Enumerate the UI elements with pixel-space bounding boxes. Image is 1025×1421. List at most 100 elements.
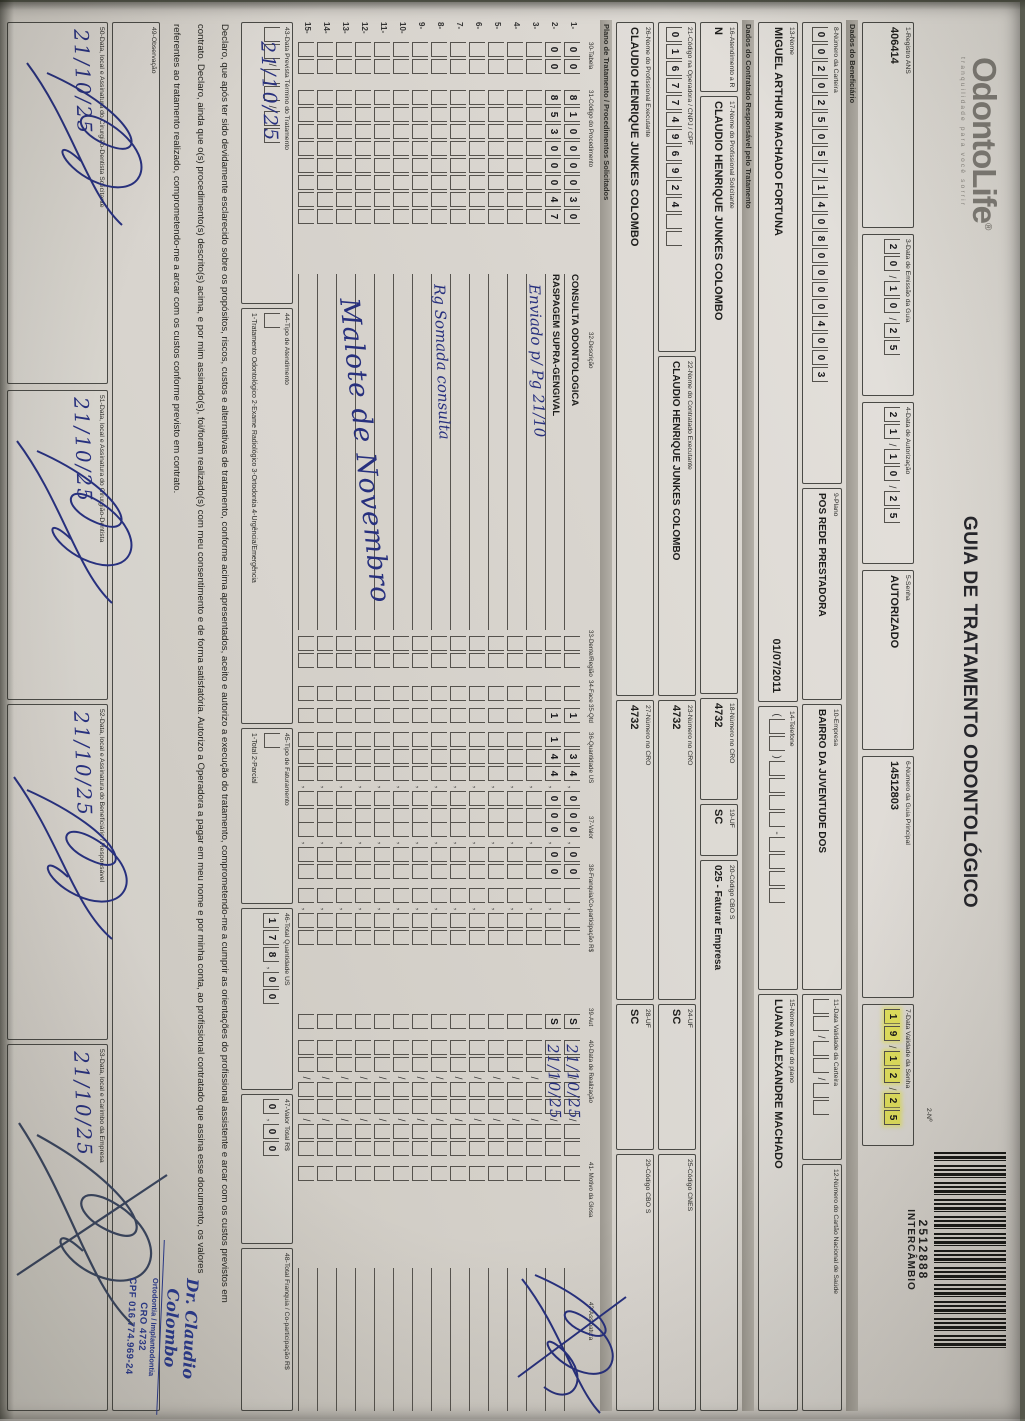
- cell-valor: ,: [336, 822, 352, 881]
- cell-us: ,: [336, 732, 352, 825]
- field-cro-solicitante: 18-Número no CRO 4732: [700, 698, 738, 800]
- field-plano: 9-Plano POS REDE PRESTADORA: [802, 488, 842, 700]
- table-row-7: 7-,,, / /: [447, 2, 466, 1421]
- field-contratado-executante: 22-Nome do Contratado Executante CLAUDIO…: [658, 356, 696, 696]
- senha-value: AUTORIZADO: [888, 575, 900, 649]
- logo-text: OdontoLife: [966, 57, 1003, 223]
- cell-glosa: [488, 1166, 504, 1183]
- cell-qtd: [431, 708, 447, 725]
- cell-aut: [336, 1014, 352, 1031]
- cell-dente: [412, 636, 428, 670]
- cell-data: / /: [374, 1040, 390, 1158]
- field-cartao-nacional-saude: 12-Número do Cartão Nacional de Saúde: [802, 1164, 842, 1411]
- cell-dente: [488, 636, 504, 670]
- signature-scribble-52: [13, 776, 128, 940]
- numero-guia-principal-value: 14512803: [888, 761, 900, 810]
- cell-qtd: [412, 708, 428, 725]
- cell-face: [469, 686, 485, 703]
- section-beneficiario: Dados do Beneficiário: [846, 20, 858, 1411]
- telefone-value: () -: [769, 711, 785, 905]
- cell-glosa: [431, 1166, 447, 1183]
- section-plano-tratamento: Plano de Tratamento / Procedimentos Soli…: [600, 20, 612, 1411]
- cell-glosa: [374, 1166, 390, 1183]
- field-codigo-cnes: 25-Código CNES: [658, 1154, 696, 1411]
- cell-face: [526, 686, 542, 703]
- field-tipo-faturamento: 45-Tipo de Faturamento 1-Total 2-Parcial: [241, 728, 293, 904]
- cell-glosa: [545, 1166, 561, 1183]
- table-row-14: 14-,,, / /: [314, 2, 333, 1421]
- row-number: 13-: [341, 22, 350, 34]
- cell-us: ,: [450, 732, 466, 825]
- field-nome-beneficiario: 13-Nome MIGUEL ARTHUR MACHADO FORTUNA 01…: [758, 22, 798, 702]
- declaration-line-1: Declaro, que após ter sido devidamente e…: [219, 24, 230, 1303]
- table-row-11: 11-,,, / /: [371, 2, 390, 1421]
- cell-dente: [431, 636, 447, 670]
- cell-us: ,: [431, 732, 447, 825]
- cell-dente: [336, 636, 352, 670]
- cell-face: [564, 686, 580, 703]
- cell-qtd: [507, 708, 523, 725]
- cell-data: / /: [355, 1040, 371, 1158]
- table-row-5: 5-,,, / /: [485, 2, 504, 1421]
- cell-dente: [545, 636, 561, 670]
- cell-codigo: [374, 90, 390, 226]
- table-header-31: 31-Código do Procedimento: [587, 90, 594, 168]
- cell-data: / /: [488, 1040, 504, 1158]
- cell-data: / /: [412, 1040, 428, 1158]
- table-row-13: 13-,,, / /: [333, 2, 352, 1421]
- cell-dente: [317, 636, 333, 670]
- cell-valor: ,: [488, 822, 504, 881]
- cell-tabela: [469, 42, 485, 76]
- field-profissional-executante: 26-Nome do Profissional Executante CLAUD…: [616, 22, 654, 696]
- procedure-description: CONSULTA ODONTOLOGICA: [564, 274, 580, 630]
- cell-valor: ,: [393, 822, 409, 881]
- row-number: 3-: [531, 22, 540, 30]
- profissional-executante-value: CLAUDIO HENRIQUE JUNKES COLOMBO: [628, 27, 640, 247]
- cell-codigo: [526, 90, 542, 226]
- field-uf-executante: 24-UF SC: [658, 1004, 696, 1150]
- cell-franquia: ,: [355, 888, 371, 947]
- cell-tabela: [336, 42, 352, 76]
- table-header-38: 38-Franquia/Co-participação R$: [587, 864, 594, 953]
- cell-glosa: [355, 1166, 371, 1183]
- cell-glosa: [298, 1166, 314, 1183]
- odontolife-logo: OdontoLife® tranquilidade para você sorr…: [959, 57, 1004, 229]
- cell-qtd: [488, 708, 504, 725]
- cell-face: [488, 686, 504, 703]
- cell-tabela: [507, 42, 523, 76]
- table-header-34: 34-Face: [587, 680, 594, 703]
- table-row-9: 9-,,, / /: [409, 2, 428, 1421]
- atendimento-rn-value: N: [712, 27, 724, 35]
- cell-face: [317, 686, 333, 703]
- data-autorizacao-value: 2 1/1 0/2 5: [884, 407, 900, 525]
- field-validade-carteira: 11-Data Validade da Carteira / /: [802, 994, 842, 1160]
- cell-us: ,: [488, 732, 504, 825]
- field-data-prevista-termino: 43-Data Prevista Término do Tratamento /…: [241, 22, 293, 304]
- cell-valor: ,: [431, 822, 447, 881]
- row-number: 12-: [360, 22, 369, 34]
- barcode: [934, 1152, 1006, 1348]
- cell-dente: [450, 636, 466, 670]
- cell-data: / /: [317, 1040, 333, 1158]
- cell-glosa: [469, 1166, 485, 1183]
- empresa-value: BAIRRO DA JUVENTUDE DOS: [816, 709, 827, 854]
- cell-glosa: [336, 1166, 352, 1183]
- row-number: 2-: [550, 22, 559, 30]
- cell-qtd: [393, 708, 409, 725]
- cell-franquia: ,: [336, 888, 352, 947]
- field-registro-ans: 1-Registro ANS 406414: [862, 22, 914, 228]
- field-total-franquia: 48-Total Franquia / Co-participação R$: [241, 1248, 293, 1411]
- signature-scribble-53: [16, 1122, 168, 1326]
- row-number: 5-: [493, 22, 502, 30]
- cell-glosa: [507, 1166, 523, 1183]
- cell-valor: ,: [469, 822, 485, 881]
- field-atendimento-rn: 16-Atendimento a RN N: [700, 22, 738, 92]
- row-number: 8-: [436, 22, 445, 30]
- data-emissao-value: 2 0/1 0/2 5: [884, 239, 900, 357]
